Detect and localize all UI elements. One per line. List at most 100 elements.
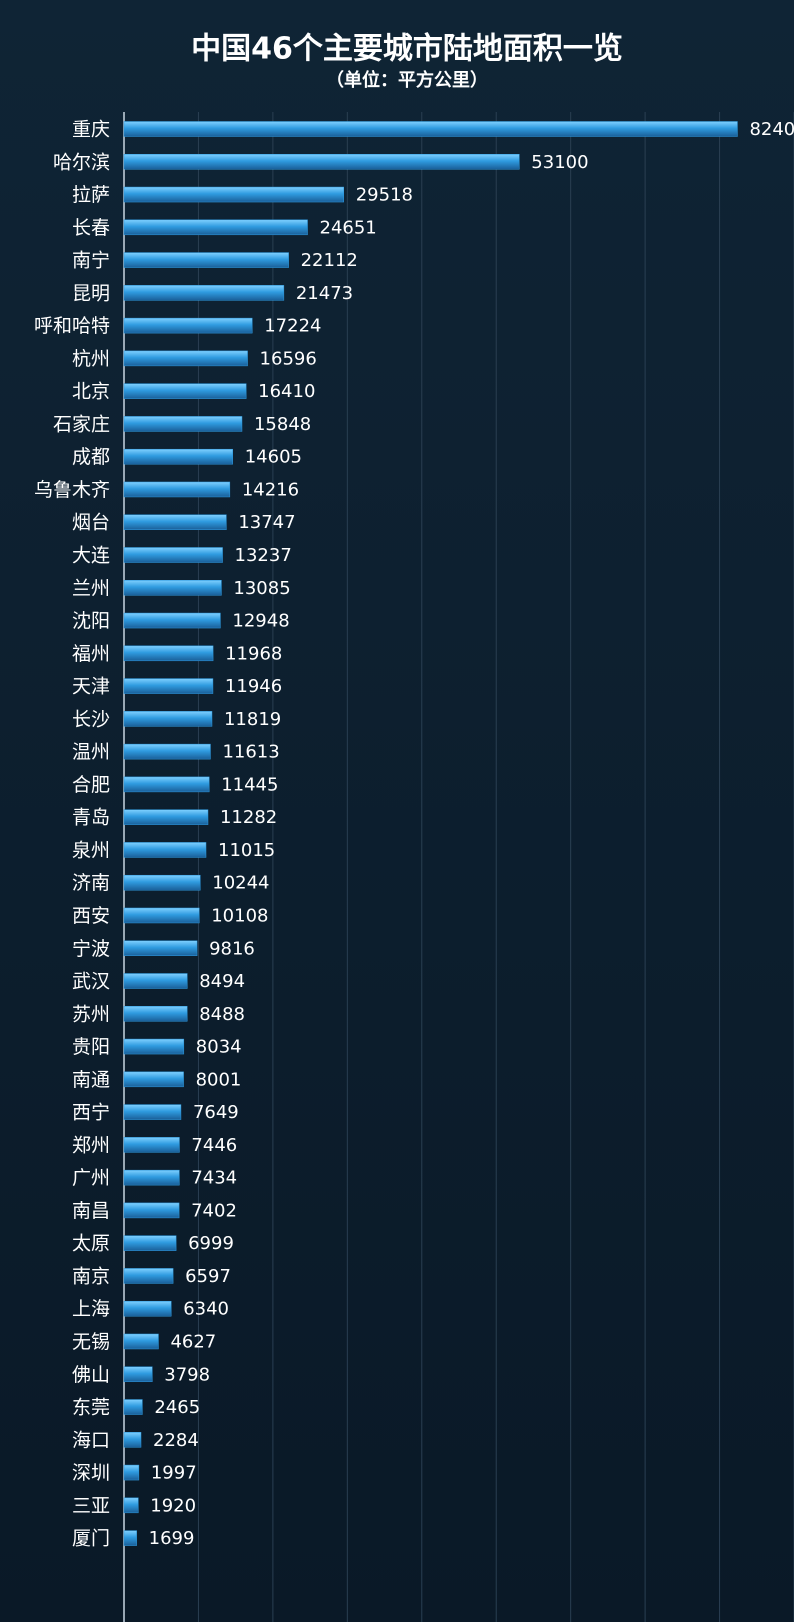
bar <box>123 1333 159 1350</box>
y-tick-label: 宁波 <box>72 938 110 960</box>
y-tick-label: 长春 <box>72 217 110 239</box>
value-label: 12948 <box>232 611 289 632</box>
value-label: 2465 <box>154 1397 200 1418</box>
bar <box>123 252 289 268</box>
value-label: 16410 <box>258 381 315 402</box>
value-label: 8034 <box>196 1037 242 1058</box>
bar <box>123 1268 174 1284</box>
bar <box>123 776 210 793</box>
bar <box>123 219 308 236</box>
value-label: 13747 <box>238 512 295 533</box>
bar <box>123 1038 185 1055</box>
y-tick-label: 济南 <box>72 872 110 894</box>
bar <box>123 383 247 399</box>
bar <box>123 448 233 465</box>
y-tick-label: 青岛 <box>72 807 110 829</box>
y-tick-label: 贵阳 <box>72 1036 110 1058</box>
chart-title: 中国46个主要城市陆地面积一览 <box>191 32 623 67</box>
bar <box>123 514 227 530</box>
bar <box>123 612 221 629</box>
y-tick-label: 昆明 <box>72 282 110 304</box>
value-label: 24651 <box>320 217 377 238</box>
bar <box>123 350 248 367</box>
y-tick-label: 三亚 <box>72 1495 110 1517</box>
value-label: 22112 <box>301 250 358 271</box>
value-label: 14216 <box>242 479 299 500</box>
bar <box>123 1169 180 1186</box>
y-tick-label: 北京 <box>72 381 110 403</box>
bar <box>123 1399 143 1415</box>
bar <box>123 186 344 203</box>
value-label: 11445 <box>221 774 278 795</box>
value-label: 6340 <box>183 1299 229 1320</box>
bar <box>123 1235 177 1251</box>
bar <box>123 809 209 825</box>
bar <box>123 1464 140 1481</box>
bar <box>123 1530 137 1546</box>
value-label: 15848 <box>254 414 311 435</box>
value-label: 10108 <box>211 905 268 926</box>
y-tick-label: 沈阳 <box>72 610 110 632</box>
value-label: 11968 <box>225 643 282 664</box>
y-tick-label: 郑州 <box>72 1134 110 1156</box>
y-tick-label: 重庆 <box>72 119 110 141</box>
bar <box>123 711 213 727</box>
y-tick-label: 泉州 <box>72 839 110 861</box>
y-tick-label: 南京 <box>72 1265 110 1287</box>
value-label: 3798 <box>164 1364 210 1385</box>
bar <box>123 1104 182 1120</box>
value-label: 10244 <box>212 873 269 894</box>
value-label: 13237 <box>235 545 292 566</box>
bar <box>123 1071 184 1088</box>
value-label: 6999 <box>188 1233 234 1254</box>
bar <box>123 874 201 891</box>
bar <box>123 547 223 563</box>
y-tick-label: 福州 <box>72 643 110 665</box>
value-label: 82403 <box>749 119 794 140</box>
value-label: 1699 <box>149 1528 195 1549</box>
value-label: 17224 <box>264 316 321 337</box>
y-tick-label: 苏州 <box>72 1003 110 1025</box>
y-tick-label: 石家庄 <box>53 413 110 435</box>
bar <box>123 1497 139 1514</box>
value-label: 7402 <box>191 1200 237 1221</box>
bar <box>123 973 188 989</box>
y-tick-label: 南昌 <box>72 1200 110 1222</box>
bar <box>123 645 214 662</box>
y-tick-label: 哈尔滨 <box>53 151 110 173</box>
value-label: 53100 <box>531 152 588 173</box>
y-tick-label: 天津 <box>72 676 110 698</box>
value-label: 8488 <box>199 1004 245 1025</box>
y-tick-label: 佛山 <box>72 1364 110 1386</box>
bar <box>123 940 198 956</box>
y-tick-label: 东莞 <box>72 1397 110 1419</box>
y-tick-label: 海口 <box>72 1429 110 1451</box>
y-tick-label: 无锡 <box>72 1331 110 1353</box>
value-label: 7434 <box>191 1168 237 1189</box>
value-label: 6597 <box>185 1266 231 1287</box>
bar <box>123 1432 142 1448</box>
bar <box>123 416 243 432</box>
bar <box>123 285 285 301</box>
bar <box>123 1137 180 1153</box>
value-label: 1997 <box>151 1463 197 1484</box>
y-tick-label: 合肥 <box>72 774 110 796</box>
value-label: 7649 <box>193 1102 239 1123</box>
y-tick-label: 广州 <box>72 1167 110 1189</box>
y-tick-label: 深圳 <box>72 1462 110 1484</box>
bar <box>123 743 211 760</box>
bar <box>123 678 214 694</box>
value-label: 13085 <box>233 578 290 599</box>
y-tick-label: 拉萨 <box>72 184 110 206</box>
value-label: 4627 <box>170 1331 216 1352</box>
value-label: 8494 <box>199 971 245 992</box>
y-tick-label: 太原 <box>72 1233 110 1255</box>
bar <box>123 842 207 858</box>
y-tick-label: 西宁 <box>72 1102 110 1124</box>
bar <box>123 317 253 334</box>
y-tick-label: 乌鲁木齐 <box>34 479 110 501</box>
value-label: 29518 <box>356 185 413 206</box>
value-label: 11015 <box>218 840 275 861</box>
